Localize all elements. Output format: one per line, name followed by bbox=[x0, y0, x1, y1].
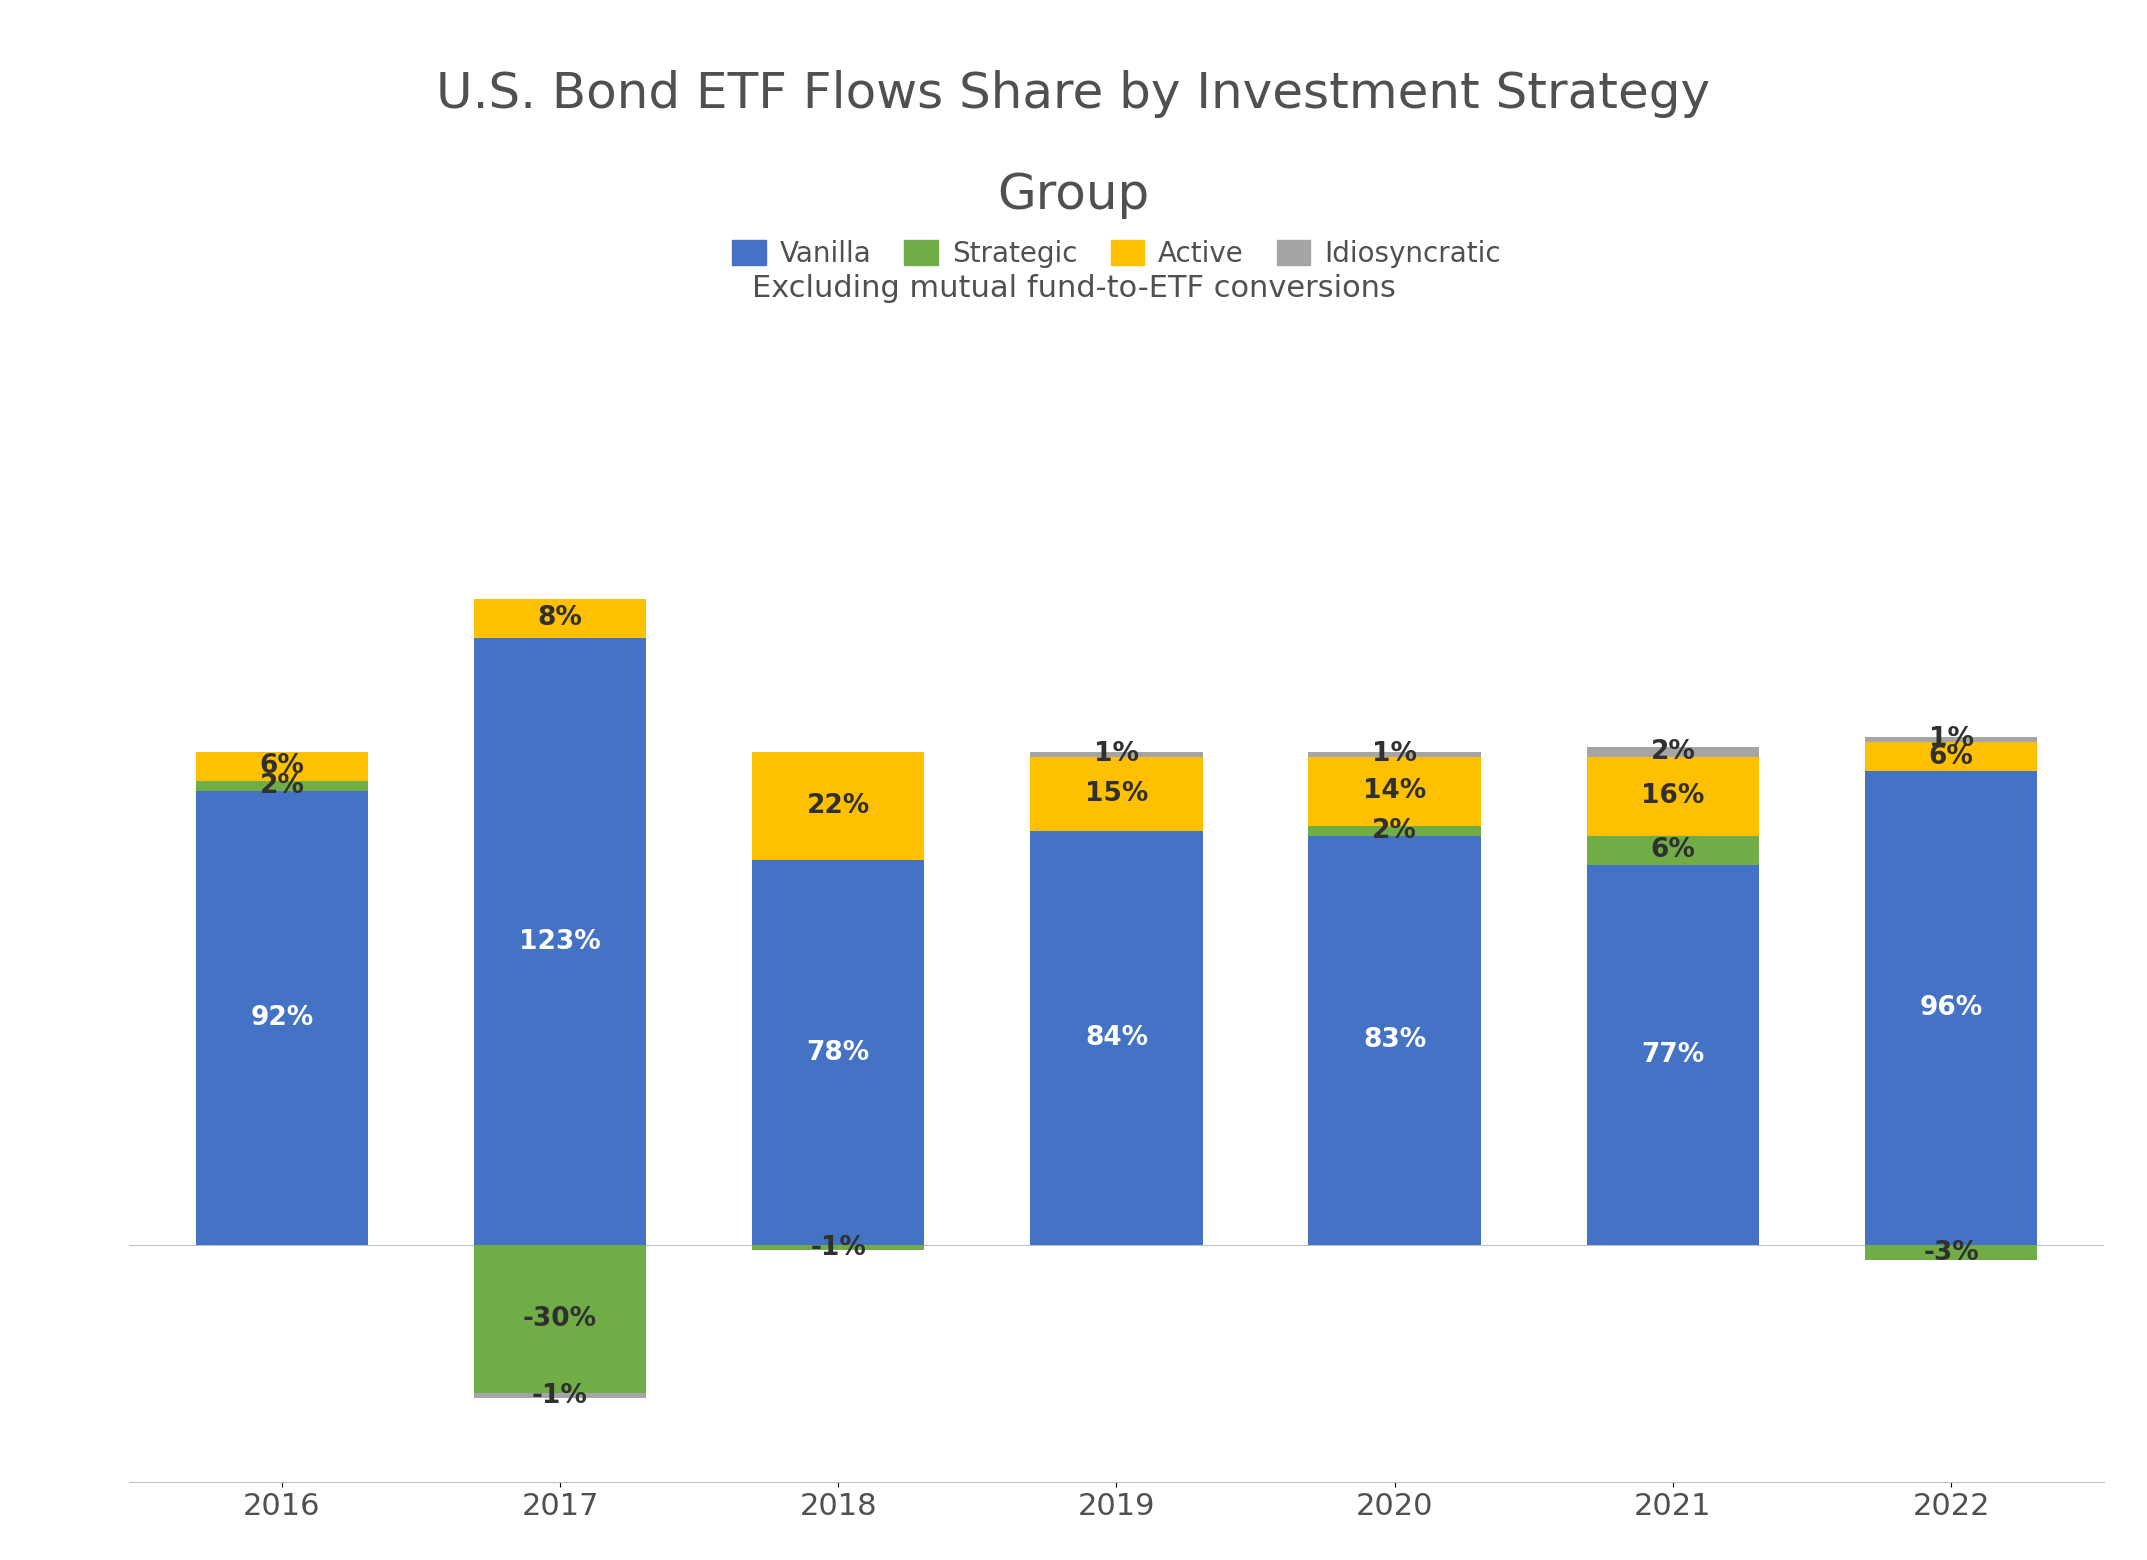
Bar bbox=[1308, 752, 1481, 757]
Text: 1%: 1% bbox=[1928, 727, 1973, 752]
Bar bbox=[751, 1245, 925, 1250]
Text: Group: Group bbox=[998, 172, 1149, 218]
Bar bbox=[195, 791, 367, 1245]
Text: 78%: 78% bbox=[807, 1039, 870, 1065]
Text: 8%: 8% bbox=[537, 605, 582, 632]
Bar bbox=[1866, 743, 2038, 771]
Bar bbox=[1587, 836, 1758, 866]
Text: 16%: 16% bbox=[1640, 783, 1705, 810]
Text: 2%: 2% bbox=[1651, 739, 1696, 764]
Text: 84%: 84% bbox=[1084, 1025, 1149, 1051]
Text: 2%: 2% bbox=[260, 774, 305, 799]
Text: 77%: 77% bbox=[1640, 1042, 1705, 1069]
Text: 6%: 6% bbox=[260, 753, 305, 780]
Text: Excluding mutual fund-to-ETF conversions: Excluding mutual fund-to-ETF conversions bbox=[751, 275, 1396, 303]
Bar bbox=[751, 752, 925, 860]
Bar bbox=[1308, 836, 1481, 1245]
Text: -1%: -1% bbox=[532, 1382, 588, 1409]
Text: 1%: 1% bbox=[1372, 741, 1417, 768]
Bar bbox=[1866, 771, 2038, 1245]
Bar bbox=[1587, 747, 1758, 757]
Bar bbox=[474, 1393, 646, 1398]
Bar bbox=[1308, 757, 1481, 825]
Text: -1%: -1% bbox=[809, 1234, 865, 1260]
Text: U.S. Bond ETF Flows Share by Investment Strategy: U.S. Bond ETF Flows Share by Investment … bbox=[436, 70, 1711, 117]
Bar bbox=[1587, 866, 1758, 1245]
Text: 1%: 1% bbox=[1095, 741, 1138, 768]
Bar bbox=[1031, 830, 1202, 1245]
Bar bbox=[195, 782, 367, 791]
Text: -3%: -3% bbox=[1924, 1240, 1980, 1265]
Bar bbox=[751, 860, 925, 1245]
Bar bbox=[1031, 757, 1202, 830]
Text: 123%: 123% bbox=[520, 928, 601, 955]
Text: 22%: 22% bbox=[807, 792, 870, 819]
Text: 6%: 6% bbox=[1928, 744, 1973, 769]
Text: 2%: 2% bbox=[1372, 817, 1417, 844]
Text: 83%: 83% bbox=[1363, 1028, 1426, 1053]
Bar bbox=[1308, 825, 1481, 836]
Bar bbox=[1866, 1245, 2038, 1260]
Bar bbox=[1587, 757, 1758, 836]
Bar bbox=[1031, 752, 1202, 757]
Bar bbox=[474, 599, 646, 638]
Bar bbox=[474, 638, 646, 1245]
Text: 96%: 96% bbox=[1919, 995, 1982, 1022]
Text: 14%: 14% bbox=[1363, 778, 1426, 803]
Bar bbox=[195, 752, 367, 782]
Text: -30%: -30% bbox=[524, 1306, 597, 1332]
Text: 15%: 15% bbox=[1084, 780, 1149, 807]
Legend: Vanilla, Strategic, Active, Idiosyncratic: Vanilla, Strategic, Active, Idiosyncrati… bbox=[721, 229, 1511, 279]
Text: 6%: 6% bbox=[1651, 838, 1696, 863]
Bar bbox=[1866, 736, 2038, 743]
Bar bbox=[474, 1245, 646, 1393]
Text: 92%: 92% bbox=[251, 1005, 313, 1031]
